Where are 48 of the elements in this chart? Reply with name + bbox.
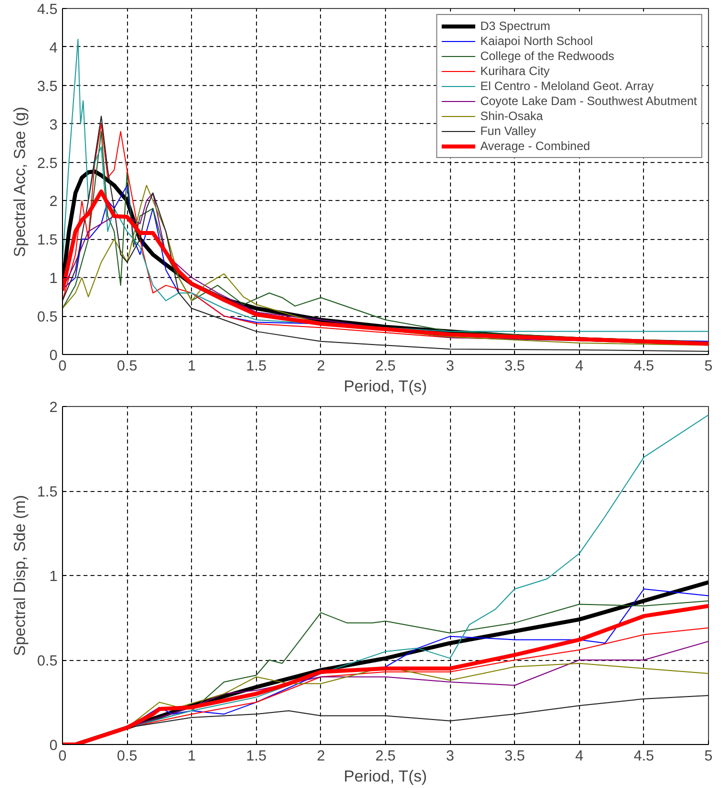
x-tick-label: 0.5	[116, 358, 138, 374]
y-axis-title: Spectral Acc, Sae (g)	[12, 106, 30, 258]
legend-label: Shin-Osaka	[480, 109, 543, 123]
y-axis-title: Spectral Disp, Sde (m)	[12, 495, 30, 656]
x-tick-label: 1.5	[246, 748, 266, 764]
y-tick-label: 2.5	[37, 156, 58, 172]
y-tick-label: 1	[49, 271, 58, 288]
legend-label: College of the Redwoods	[480, 49, 614, 63]
x-tick-label: 2	[316, 358, 325, 374]
legend-label: El Centro - Meloland Geot. Array	[480, 79, 654, 93]
y-tick-label: 2	[49, 400, 58, 416]
x-tick-label: 5	[704, 748, 713, 764]
legend-label: Coyote Lake Dam - Southwest Abutment	[480, 94, 697, 108]
legend-label: Average - Combined	[480, 139, 590, 153]
legend-label: Kurihara City	[480, 64, 550, 78]
x-tick-label: 4	[575, 358, 584, 374]
x-axis-title: Period, T(s)	[344, 768, 427, 786]
y-tick-label: 0.5	[37, 654, 58, 670]
x-tick-label: 1.5	[246, 358, 266, 374]
y-tick-label: 4.5	[37, 2, 58, 18]
x-tick-label: 1	[188, 748, 196, 764]
y-tick-label: 1	[49, 569, 58, 585]
y-tick-label: 1.5	[37, 232, 58, 249]
x-tick-label: 5	[704, 358, 713, 374]
y-tick-label: 2	[49, 194, 58, 210]
x-tick-label: 3.5	[504, 358, 525, 374]
x-tick-label: 2	[316, 748, 325, 764]
y-tick-label: 0	[49, 738, 58, 754]
y-tick-label: 3	[49, 117, 58, 134]
legend-label: D3 Spectrum	[480, 19, 550, 33]
x-tick-label: 4.5	[634, 358, 654, 374]
x-tick-label: 4.5	[634, 748, 654, 764]
y-tick-label: 0.5	[37, 310, 58, 326]
x-tick-label: 1	[188, 358, 196, 374]
x-tick-label: 2.5	[375, 358, 396, 374]
x-axis-title: Period, T(s)	[344, 378, 427, 396]
x-tick-label: 3.5	[504, 748, 525, 764]
x-tick-label: 0.5	[116, 748, 138, 764]
y-tick-label: 3.5	[37, 78, 58, 95]
legend-label: Fun Valley	[480, 124, 536, 138]
x-tick-label: 4	[575, 748, 584, 764]
x-tick-label: 3	[446, 748, 454, 764]
y-tick-label: 1.5	[37, 484, 58, 500]
legend-label: Kaiapoi North School	[480, 34, 593, 48]
y-tick-label: 4	[49, 40, 58, 56]
x-tick-label: 2.5	[375, 748, 396, 764]
x-tick-label: 3	[446, 358, 454, 374]
y-tick-label: 0	[49, 348, 58, 364]
